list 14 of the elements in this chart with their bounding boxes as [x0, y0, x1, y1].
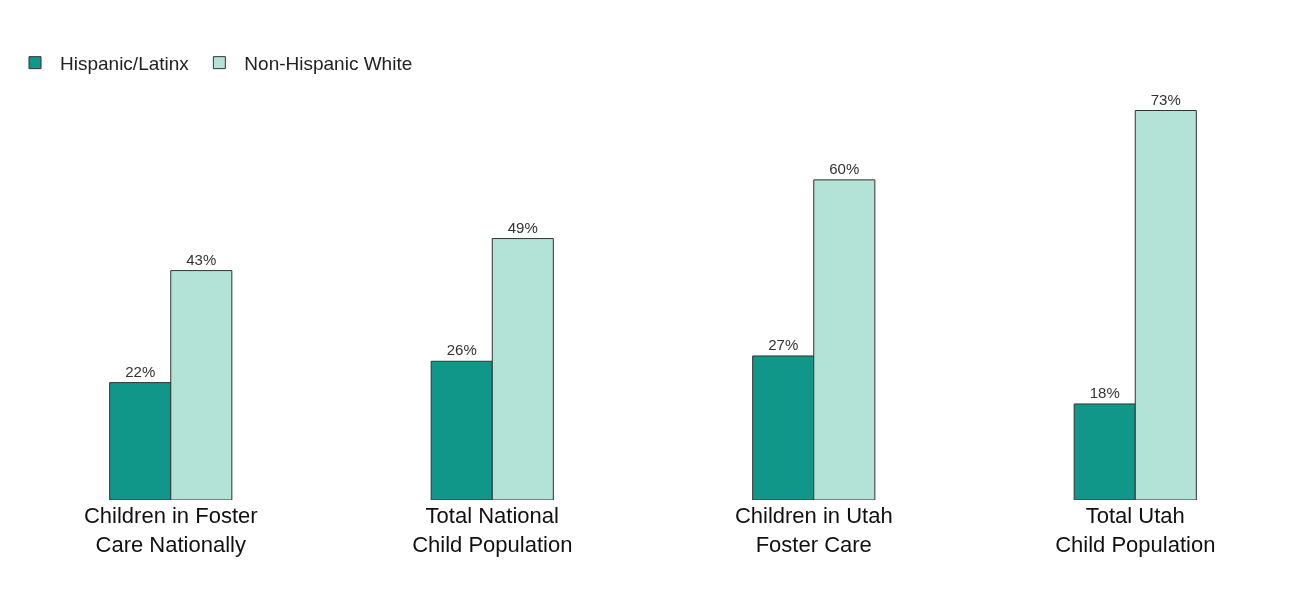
data-label: 18%	[1089, 383, 1120, 401]
data-label: 22%	[125, 362, 156, 380]
data-label: 43%	[186, 250, 217, 268]
data-label: 60%	[829, 159, 860, 177]
x-tick-label: Total National Child Population	[412, 503, 573, 557]
x-tick-label: Children in Foster Care Nationally	[83, 503, 258, 557]
legend-label: Non-Hispanic White	[244, 53, 413, 75]
data-label: 49%	[507, 218, 538, 236]
data-label: 73%	[1150, 90, 1181, 108]
x-tick-label: Children in Utah Foster Care	[734, 503, 893, 557]
legend-label: Hispanic/Latinx	[60, 53, 190, 75]
data-label: 27%	[768, 335, 799, 353]
x-tick-label: Total Utah Child Population	[1055, 503, 1216, 557]
data-label: 26%	[446, 341, 477, 359]
